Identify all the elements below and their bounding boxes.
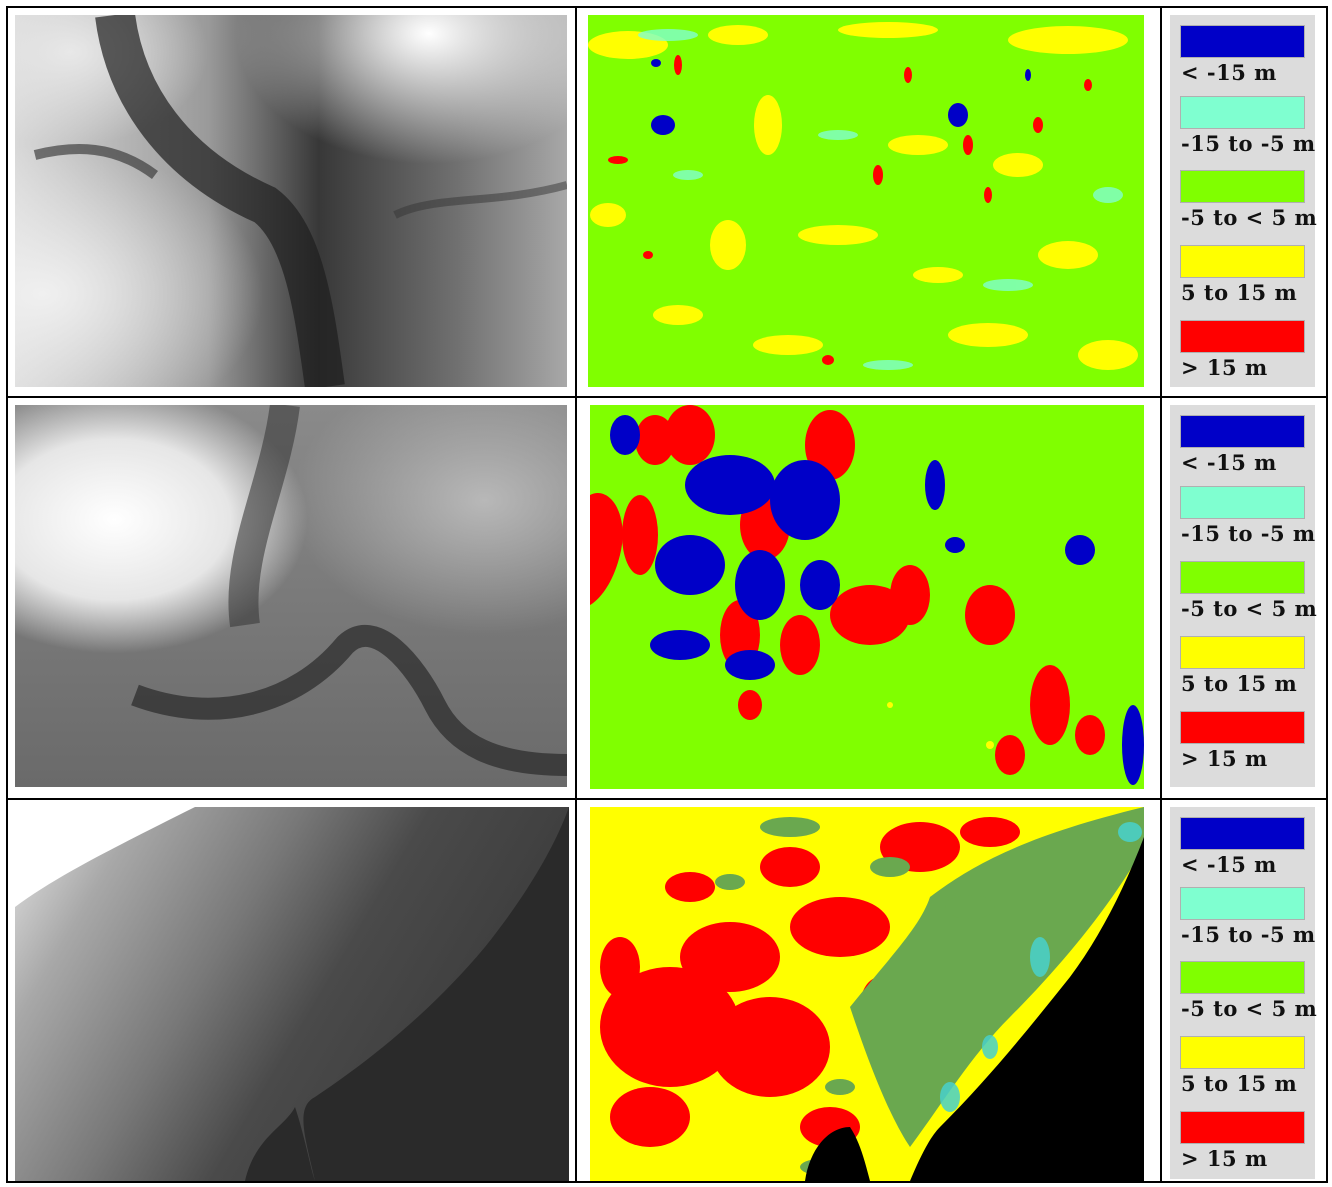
legend-swatch xyxy=(1180,961,1305,994)
legend-item: -5 to < 5 m xyxy=(1180,961,1317,1031)
legend-label: < -15 m xyxy=(1181,450,1277,475)
dem-map-2 xyxy=(15,405,567,787)
diff-map-2 xyxy=(590,405,1144,789)
legend-item: 5 to 15 m xyxy=(1180,245,1305,315)
legend-item: -15 to -5 m xyxy=(1180,486,1315,556)
row-divider xyxy=(8,798,1326,800)
legend-swatch xyxy=(1180,96,1305,129)
legend-swatch xyxy=(1180,170,1305,203)
row-3: < -15 m -15 to -5 m -5 to < 5 m 5 to 15 … xyxy=(8,800,1326,1181)
legend-swatch xyxy=(1180,486,1305,519)
legend-label: 5 to 15 m xyxy=(1181,1071,1298,1096)
legend-item: > 15 m xyxy=(1180,320,1305,390)
legend-label: -5 to < 5 m xyxy=(1181,205,1318,230)
legend-item: 5 to 15 m xyxy=(1180,1036,1305,1106)
diff-map-1 xyxy=(588,15,1144,387)
legend-label: -15 to -5 m xyxy=(1181,521,1316,546)
legend-item: -15 to -5 m xyxy=(1180,887,1315,957)
column-divider xyxy=(575,800,577,1181)
legend-swatch xyxy=(1180,817,1305,850)
diff-map-3 xyxy=(590,807,1144,1181)
legend-swatch xyxy=(1180,415,1305,448)
legend-3: < -15 m -15 to -5 m -5 to < 5 m 5 to 15 … xyxy=(1170,807,1317,1181)
legend-1: < -15 m -15 to -5 m -5 to < 5 m 5 to 15 … xyxy=(1170,15,1317,390)
dem-map-1 xyxy=(15,15,567,387)
legend-item: -5 to < 5 m xyxy=(1180,561,1317,631)
legend-label: > 15 m xyxy=(1181,355,1268,380)
legend-item: > 15 m xyxy=(1180,711,1305,781)
legend-label: < -15 m xyxy=(1181,852,1277,877)
legend-item: < -15 m xyxy=(1180,415,1305,485)
figure-grid: < -15 m -15 to -5 m -5 to < 5 m 5 to 15 … xyxy=(6,6,1328,1183)
legend-swatch xyxy=(1180,561,1305,594)
legend-swatch xyxy=(1180,320,1305,353)
legend-swatch xyxy=(1180,711,1305,744)
column-divider xyxy=(1160,398,1162,798)
legend-label: < -15 m xyxy=(1181,60,1277,85)
legend-item: -5 to < 5 m xyxy=(1180,170,1317,240)
dem-map-3 xyxy=(15,807,569,1181)
legend-item: < -15 m xyxy=(1180,817,1305,887)
legend-swatch xyxy=(1180,887,1305,920)
legend-label: -15 to -5 m xyxy=(1181,131,1316,156)
column-divider xyxy=(1160,8,1162,396)
legend-label: -15 to -5 m xyxy=(1181,922,1316,947)
legend-label: -5 to < 5 m xyxy=(1181,596,1318,621)
row-1: < -15 m -15 to -5 m -5 to < 5 m 5 to 15 … xyxy=(8,8,1326,396)
legend-label: -5 to < 5 m xyxy=(1181,996,1318,1021)
legend-label: > 15 m xyxy=(1181,1146,1268,1171)
legend-swatch xyxy=(1180,25,1305,58)
row-divider xyxy=(8,396,1326,398)
legend-label: 5 to 15 m xyxy=(1181,280,1298,305)
column-divider xyxy=(1160,800,1162,1181)
legend-item: > 15 m xyxy=(1180,1111,1305,1181)
column-divider xyxy=(575,398,577,798)
legend-2: < -15 m -15 to -5 m -5 to < 5 m 5 to 15 … xyxy=(1170,405,1317,787)
row-2: < -15 m -15 to -5 m -5 to < 5 m 5 to 15 … xyxy=(8,398,1326,798)
legend-label: > 15 m xyxy=(1181,746,1268,771)
legend-label: 5 to 15 m xyxy=(1181,671,1298,696)
column-divider xyxy=(575,8,577,396)
legend-swatch xyxy=(1180,245,1305,278)
legend-swatch xyxy=(1180,636,1305,669)
legend-swatch xyxy=(1180,1036,1305,1069)
legend-item: < -15 m xyxy=(1180,25,1305,95)
legend-swatch xyxy=(1180,1111,1305,1144)
legend-item: 5 to 15 m xyxy=(1180,636,1305,706)
legend-item: -15 to -5 m xyxy=(1180,96,1315,166)
